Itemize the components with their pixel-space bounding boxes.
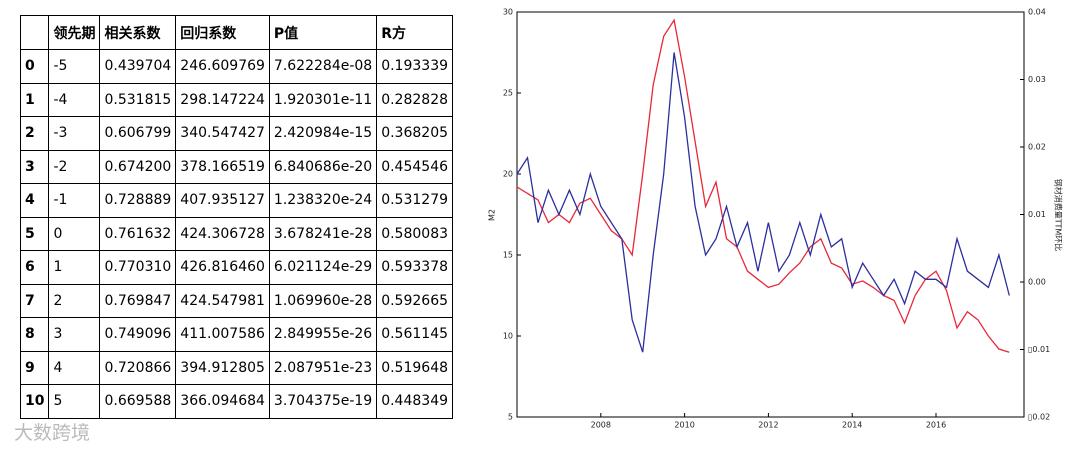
- y-tick-label: 30: [503, 8, 513, 17]
- table-cell: 2.420984e-15: [268, 116, 378, 151]
- plot-frame: [516, 11, 1025, 418]
- x-tick-label: 2014: [842, 421, 862, 430]
- table-cell: 1.920301e-11: [268, 82, 378, 117]
- table-cell: 0.606799: [99, 116, 177, 151]
- table-cell: 6.840686e-20: [268, 149, 378, 184]
- table-cell: 340.547427: [175, 116, 270, 151]
- header-cell: 领先期: [48, 15, 101, 50]
- table-cell: 411.007586: [175, 317, 270, 352]
- table-row: 8 3 0.749096 411.007586 2.849955e-26 0.561145: [19, 317, 454, 352]
- table-cell: 394.912805: [175, 350, 270, 385]
- table-cell: 1: [19, 82, 50, 117]
- table-cell: 3.704375e-19: [268, 384, 378, 419]
- table-cell: 2.849955e-26: [268, 317, 378, 352]
- table-cell: 5: [19, 216, 50, 251]
- table-row: 0 -5 0.439704 246.609769 7.622284e-08 0.19333…: [19, 49, 454, 84]
- y2-axis-label: 钢材消费量TTM环比: [1054, 179, 1064, 252]
- table-cell: 6: [19, 250, 50, 285]
- header-cell: [19, 15, 50, 50]
- table-cell: 0.193339: [376, 49, 454, 84]
- table-cell: 6.021124e-29: [268, 250, 378, 285]
- table-cell: 4: [19, 183, 50, 218]
- table-cell: 0.531279: [376, 183, 454, 218]
- table-cell: 1: [48, 250, 101, 285]
- y-tick-label: 25: [503, 89, 513, 98]
- series-line: [516, 18, 1010, 353]
- header-cell: P值: [268, 15, 378, 50]
- table-row: 2 -3 0.606799 340.547427 2.420984e-15 0.36820…: [19, 116, 454, 151]
- header-cell: 相关系数: [99, 15, 177, 50]
- table-cell: 0.531815: [99, 82, 177, 117]
- table-row: 10 5 0.669588 366.094684 3.704375e-19 0.44834…: [19, 384, 454, 419]
- x-tick-label: 2016: [926, 421, 946, 430]
- table-cell: 0.769847: [99, 283, 177, 318]
- table-cell: 0.749096: [99, 317, 177, 352]
- table-cell: -5: [48, 49, 101, 84]
- table-cell: 0.761632: [99, 216, 177, 251]
- table-cell: 0.368205: [376, 116, 454, 151]
- y-tick-label: 10: [503, 332, 513, 341]
- table-row: 4 -1 0.728889 407.935127 1.238320e-24 0.53127…: [19, 183, 454, 218]
- table-cell: 4: [48, 350, 101, 385]
- table-cell: 7.622284e-08: [268, 49, 378, 84]
- table-cell: 1.238320e-24: [268, 183, 378, 218]
- table-cell: -1: [48, 183, 101, 218]
- table-cell: 378.166519: [175, 149, 270, 184]
- header-cell: 回归系数: [175, 15, 270, 50]
- y2-tick-label: ▯0.02: [1028, 413, 1050, 422]
- table-cell: 0.593378: [376, 250, 454, 285]
- y-tick-label: 15: [503, 251, 513, 260]
- y-tick-label: 5: [508, 413, 513, 422]
- table-cell: 298.147224: [175, 82, 270, 117]
- header-row: 领先期 相关系数 回归系数 P值 R方: [19, 15, 454, 50]
- table-row: 9 4 0.720866 394.912805 2.087951e-23 0.519648: [19, 350, 454, 385]
- y2-tick-label: 0.03: [1028, 75, 1046, 84]
- x-tick-label: 2008: [591, 421, 611, 430]
- table-cell: 366.094684: [175, 384, 270, 419]
- y2-tick-label: 0.00: [1028, 278, 1046, 287]
- table-cell: 0.720866: [99, 350, 177, 385]
- table-cell: 0.674200: [99, 149, 177, 184]
- y-tick-label: 20: [503, 170, 513, 179]
- x-tick-label: 2012: [758, 421, 778, 430]
- table-cell: 0.669588: [99, 384, 177, 419]
- y2-tick-label: 0.01: [1028, 210, 1046, 219]
- table-cell: 10: [19, 384, 50, 419]
- table-cell: 0.580083: [376, 216, 454, 251]
- table-cell: 1.069960e-28: [268, 283, 378, 318]
- header-cell: R方: [376, 15, 454, 50]
- result-table: 领先期 相关系数 回归系数 P值 R方 0 -5 0.439704 246.609769 7.62…: [19, 15, 454, 419]
- table-row: 3 -2 0.674200 378.166519 6.840686e-20 0.45454…: [19, 149, 454, 184]
- table-cell: 246.609769: [175, 49, 270, 84]
- table-cell: 0.454546: [376, 149, 454, 184]
- table-cell: 0: [19, 49, 50, 84]
- table-cell: 3: [19, 149, 50, 184]
- table-cell: 0.448349: [376, 384, 454, 419]
- table-cell: 0.728889: [99, 183, 177, 218]
- y2-tick-label: 0.02: [1028, 143, 1046, 152]
- table-cell: -2: [48, 149, 101, 184]
- table-cell: 8: [19, 317, 50, 352]
- table-cell: 426.816460: [175, 250, 270, 285]
- y2-tick-label: ▯0.01: [1028, 345, 1050, 354]
- table-cell: 9: [19, 350, 50, 385]
- table-cell: 424.306728: [175, 216, 270, 251]
- table-cell: 7: [19, 283, 50, 318]
- table-cell: -3: [48, 116, 101, 151]
- table-cell: 424.547981: [175, 283, 270, 318]
- table-cell: 5: [48, 384, 101, 419]
- y-axis-label: M2: [488, 209, 497, 221]
- y2-tick-label: 0.04: [1028, 8, 1046, 17]
- table-cell: 0.592665: [376, 283, 454, 318]
- table-cell: 0.519648: [376, 350, 454, 385]
- x-tick-label: 2010: [674, 421, 694, 430]
- table-cell: 2.087951e-23: [268, 350, 378, 385]
- series-line: [516, 52, 1010, 353]
- table-cell: 0.282828: [376, 82, 454, 117]
- table-cell: 3.678241e-28: [268, 216, 378, 251]
- watermark: 大数跨境: [14, 422, 91, 444]
